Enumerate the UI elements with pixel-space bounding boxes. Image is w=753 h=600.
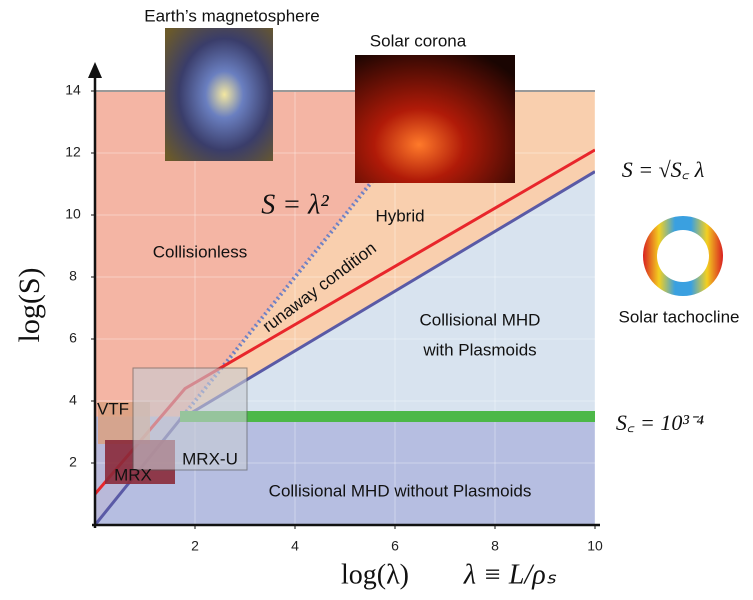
y-tick-label: 10 bbox=[65, 206, 81, 222]
x-tick-label: 8 bbox=[491, 538, 499, 554]
y-tick-label: 8 bbox=[69, 268, 77, 284]
x-tick-label: 6 bbox=[391, 538, 399, 554]
annotation-vtf: VTF bbox=[97, 399, 129, 418]
y-tick-label: 14 bbox=[65, 82, 81, 98]
y-tick-label: 4 bbox=[69, 392, 77, 408]
y-axis-label: log(S) bbox=[13, 268, 46, 343]
annotation-plasmoids-2: with Plasmoids bbox=[422, 340, 536, 359]
annotation-plasmoids-1: Collisional MHD bbox=[420, 310, 541, 329]
annotation-s-sqrt: S = √S꜀ λ bbox=[622, 157, 705, 182]
annotation-corona: Solar corona bbox=[370, 31, 467, 50]
tachocline-image bbox=[643, 216, 723, 296]
x-tick-label: 2 bbox=[191, 538, 199, 554]
mrxu-image bbox=[132, 367, 248, 471]
annotation-hybrid: Hybrid bbox=[375, 206, 424, 225]
x-axis-label: log(λ) bbox=[341, 559, 409, 590]
annotation-s-lambda2: S = λ² bbox=[261, 189, 329, 220]
y-tick-label: 6 bbox=[69, 330, 77, 346]
annotation-collisionless: Collisionless bbox=[153, 242, 247, 261]
x-tick-label: 10 bbox=[587, 538, 603, 554]
magnetosphere-image bbox=[165, 28, 273, 161]
y-tick-label: 2 bbox=[69, 454, 77, 470]
annotation-mrxu: MRX-U bbox=[182, 449, 238, 468]
annotation-tachocline: Solar tachocline bbox=[619, 307, 740, 326]
annotation-without: Collisional MHD without Plasmoids bbox=[269, 481, 532, 500]
y-tick-label: 12 bbox=[65, 144, 81, 160]
x-axis-label-2: λ ≡ L/ρₛ bbox=[463, 559, 557, 590]
corona-image bbox=[355, 55, 515, 183]
annotation-magnetosphere: Earth’s magnetosphere bbox=[144, 6, 319, 25]
annotation-sc: S꜀ = 10³⁻⁴ bbox=[616, 410, 704, 435]
y-arrow bbox=[88, 62, 102, 78]
x-tick-label: 4 bbox=[291, 538, 299, 554]
annotation-mrx: MRX bbox=[114, 465, 152, 484]
